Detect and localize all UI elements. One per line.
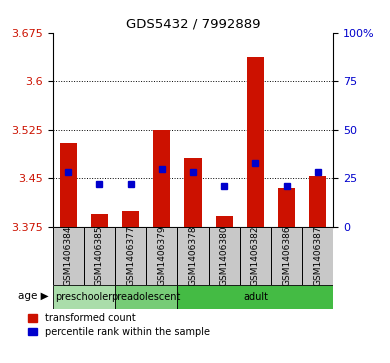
Bar (115, 285, 177, 309)
Bar (177, 227, 209, 285)
Legend: transformed count, percentile rank within the sample: transformed count, percentile rank withi… (28, 313, 210, 337)
Bar (216, 216, 233, 227)
Bar (184, 158, 202, 227)
Text: GSM1406386: GSM1406386 (282, 225, 291, 286)
Bar (84, 227, 115, 285)
Bar (271, 227, 302, 285)
Bar (247, 57, 264, 227)
Text: GSM1406384: GSM1406384 (64, 226, 73, 286)
Bar (177, 285, 333, 309)
Bar (91, 214, 108, 227)
Bar (302, 227, 333, 285)
Text: age ▶: age ▶ (18, 290, 48, 301)
Bar (115, 227, 146, 285)
Bar (122, 211, 139, 227)
Bar (209, 227, 240, 285)
Bar (309, 176, 326, 227)
Bar (153, 130, 170, 227)
Text: GSM1406385: GSM1406385 (95, 225, 104, 286)
Bar (240, 227, 271, 285)
Bar (278, 188, 295, 227)
Text: GSM1406387: GSM1406387 (313, 225, 323, 286)
Text: preadolescent: preadolescent (112, 292, 181, 302)
Text: GSM1406377: GSM1406377 (126, 225, 135, 286)
Title: GDS5432 / 7992889: GDS5432 / 7992889 (126, 17, 260, 30)
Text: GSM1406378: GSM1406378 (188, 225, 198, 286)
Bar (60, 143, 77, 227)
Text: GSM1406380: GSM1406380 (220, 225, 229, 286)
Bar (146, 227, 177, 285)
Bar (53, 285, 115, 309)
Bar (53, 227, 84, 285)
Text: adult: adult (243, 292, 268, 302)
Text: preschooler: preschooler (55, 292, 112, 302)
Text: GSM1406382: GSM1406382 (251, 226, 260, 286)
Text: GSM1406379: GSM1406379 (157, 225, 167, 286)
